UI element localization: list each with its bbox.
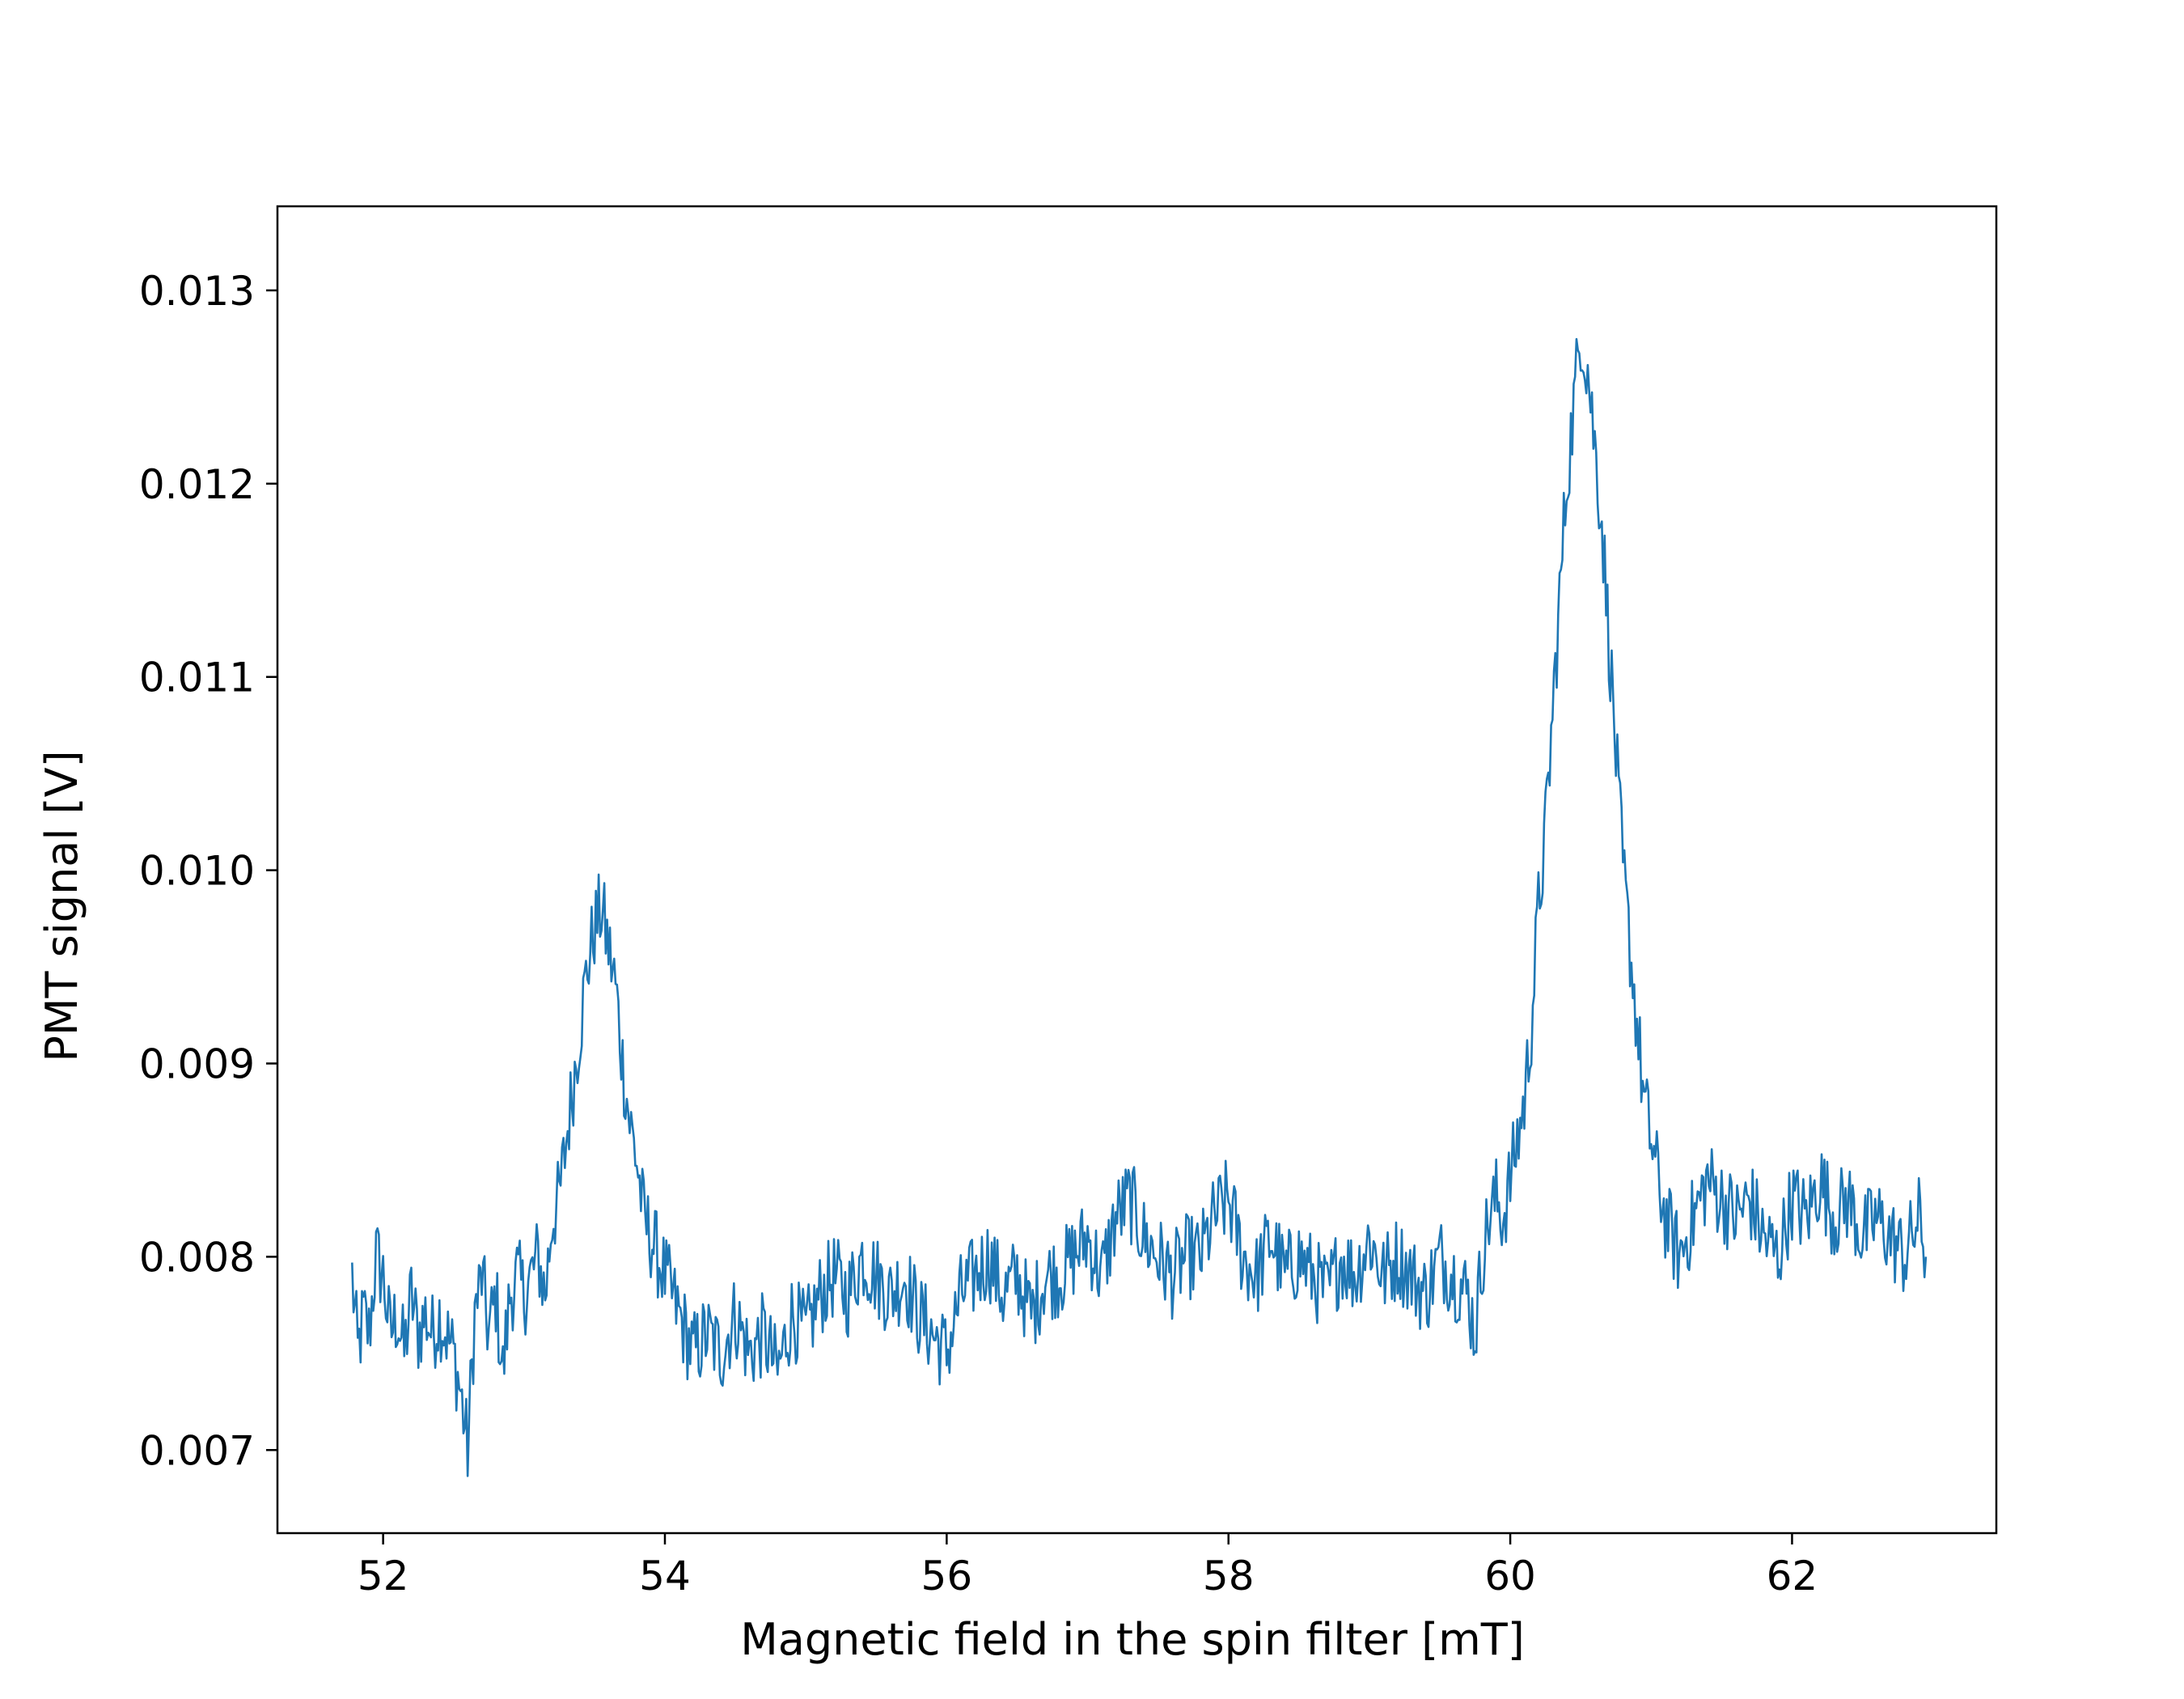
x-tick-label: 52 [358,1553,409,1599]
y-tick-label: 0.013 [139,268,255,315]
y-tick-label: 0.009 [139,1040,255,1087]
x-tick-label: 60 [1484,1553,1536,1599]
x-axis-label: Magnetic field in the spin filter [mT] [740,1614,1525,1665]
y-tick-label: 0.007 [139,1427,255,1474]
x-tick-label: 62 [1767,1553,1818,1599]
x-tick-label: 56 [921,1553,973,1599]
y-tick-label: 0.012 [139,461,255,508]
y-tick-label: 0.011 [139,655,255,701]
series-line [351,337,1928,1477]
axes: 52 54 56 58 60 62 0.007 0.008 0.009 0.010 0.011 0.0… [139,205,1998,1599]
x-tick-label: 54 [639,1553,691,1599]
axes-frame [276,205,1998,1535]
plot-area [351,337,1928,1477]
y-axis-label: PMT signal [V] [36,750,87,1061]
y-tick-label: 0.010 [139,848,255,895]
x-tick-label: 58 [1203,1553,1255,1599]
y-tick-label: 0.008 [139,1234,255,1281]
